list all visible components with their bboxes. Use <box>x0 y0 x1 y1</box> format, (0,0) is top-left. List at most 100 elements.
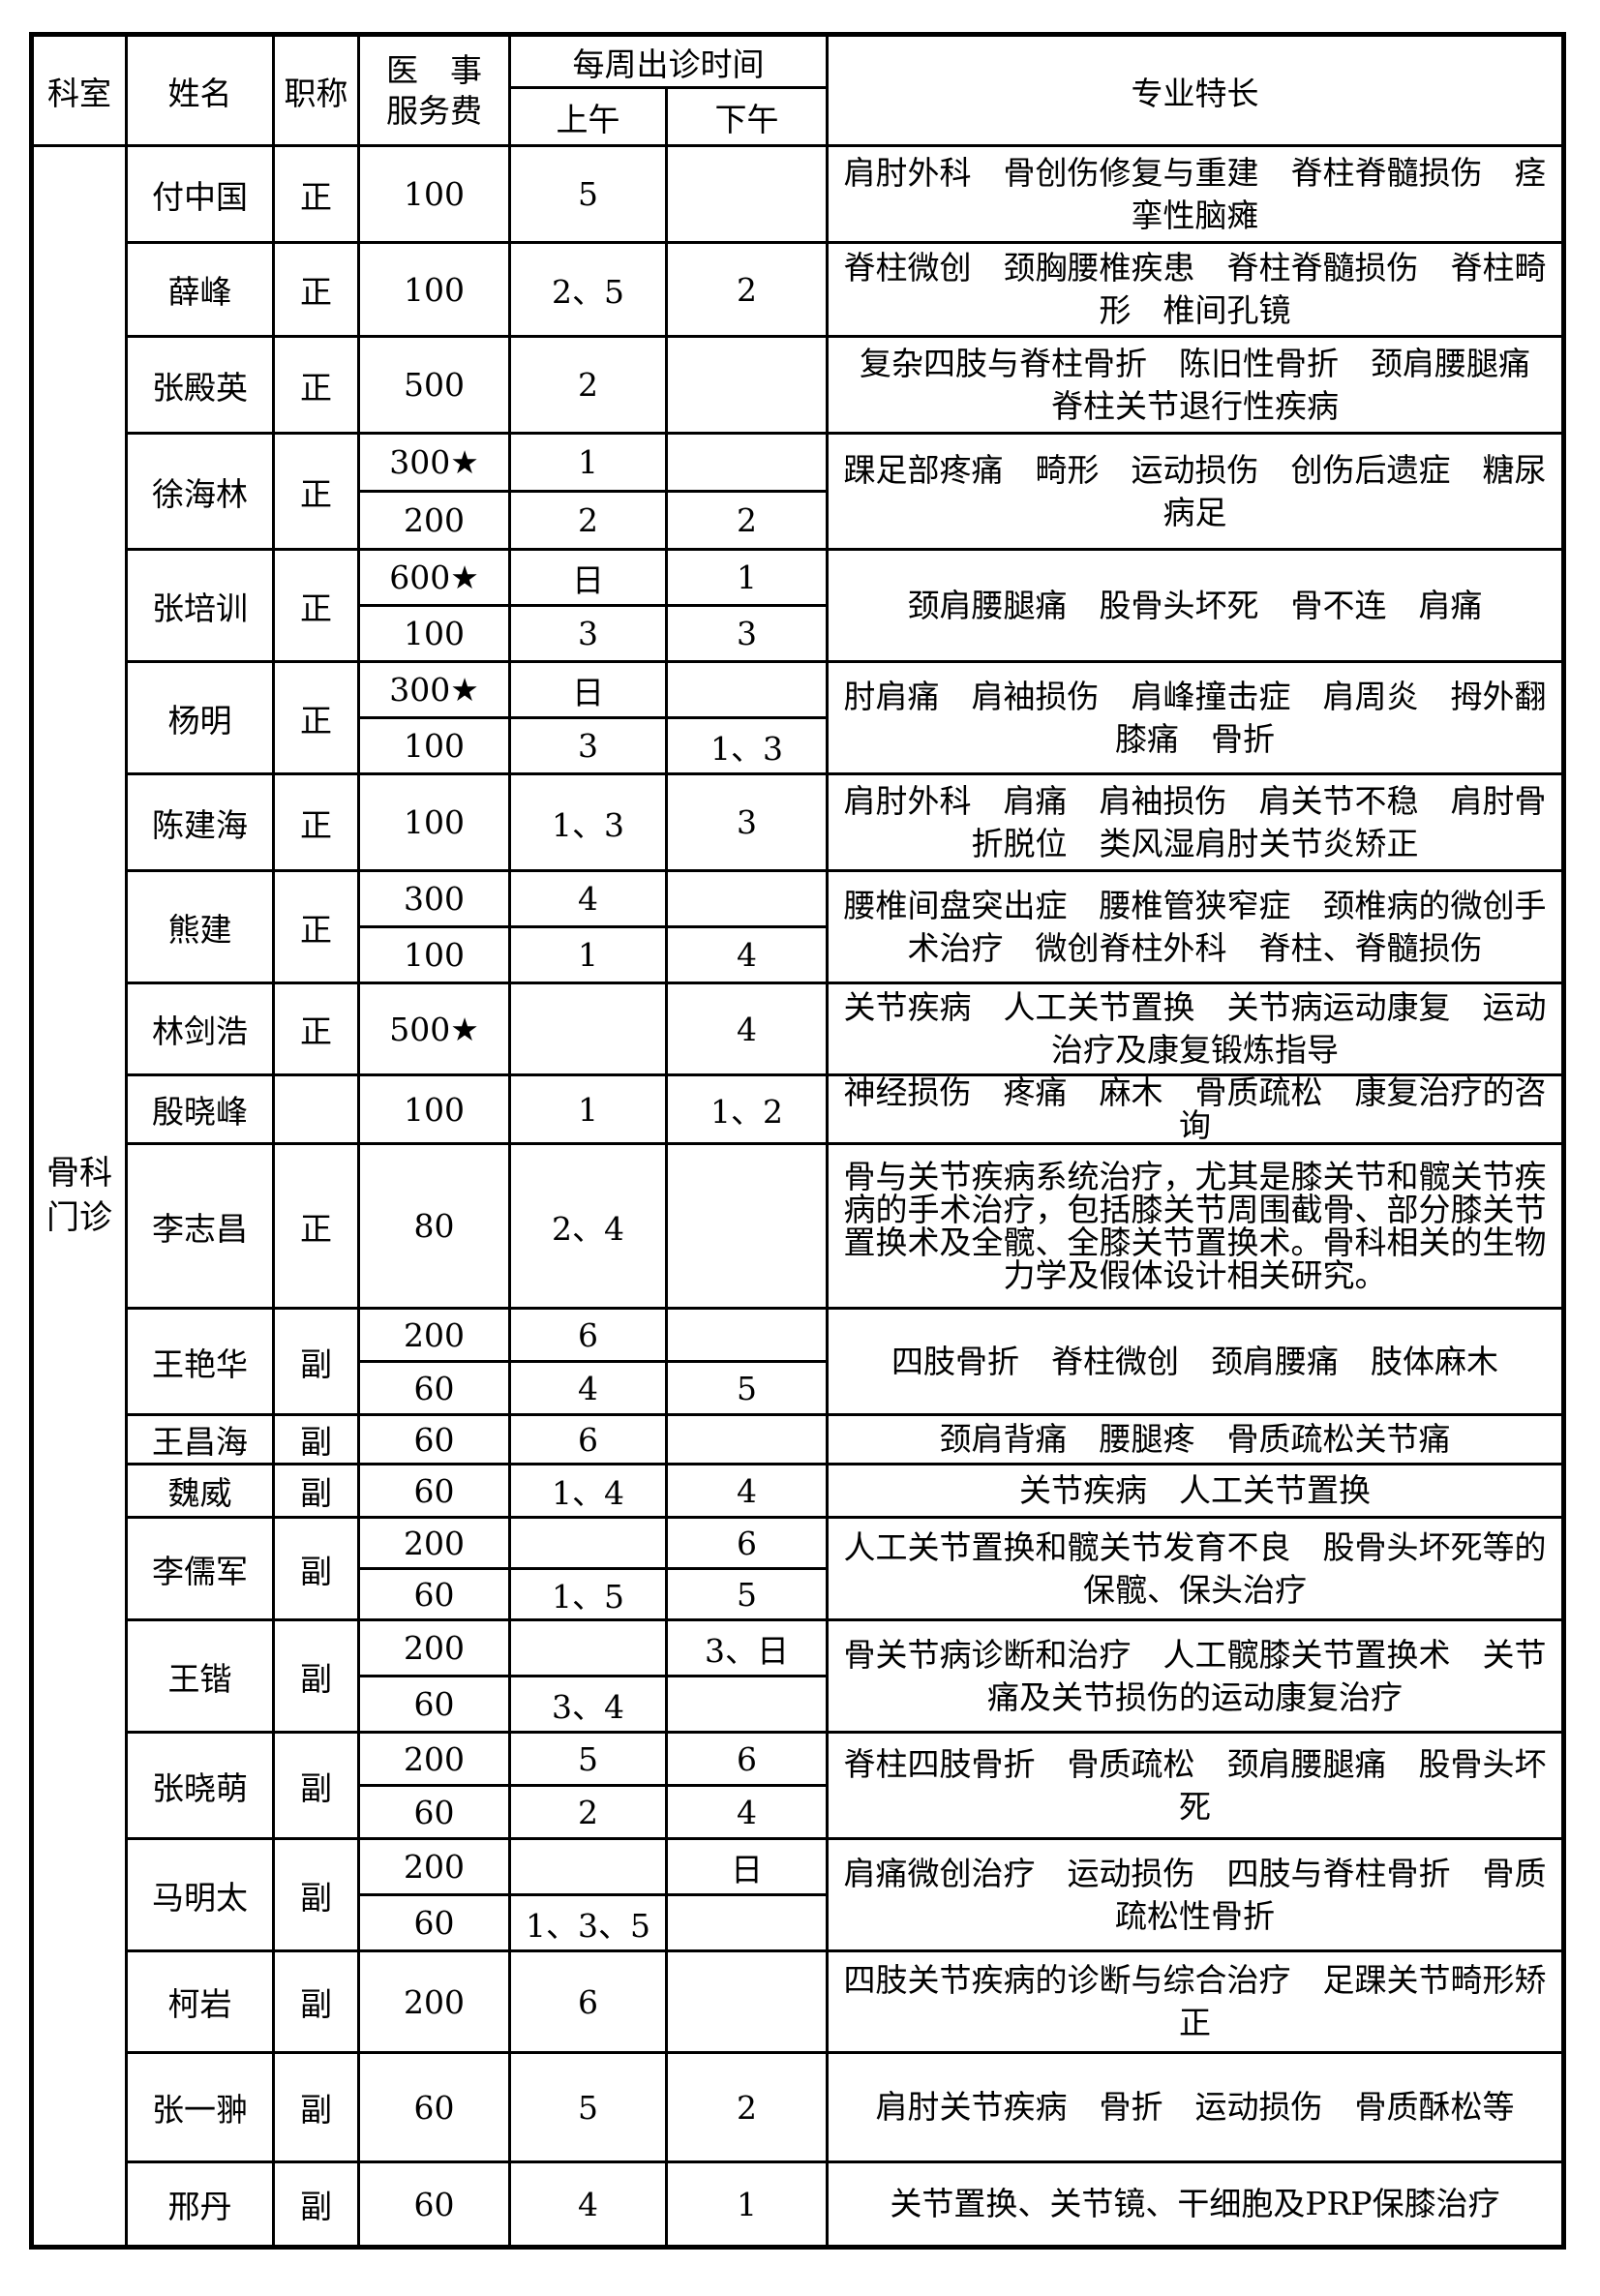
doctor-name: 张晓萌 <box>125 1731 275 1840</box>
doctor-title: 副 <box>272 1413 360 1465</box>
am-cell <box>508 1837 668 1896</box>
doctor-name: 柯岩 <box>125 1949 275 2054</box>
doctor-name: 张培训 <box>125 548 275 663</box>
pm-cell <box>665 1413 829 1465</box>
pm-cell: 3 <box>665 772 829 872</box>
pm-cell: 6 <box>665 1731 829 1787</box>
doctor-title: 正 <box>272 548 360 663</box>
header-fee-line1: 医 事 <box>386 51 482 90</box>
doctor-name: 邢丹 <box>125 2160 275 2249</box>
header-fee-line2: 服务费 <box>386 91 482 130</box>
header-schedule: 每周出诊时间 <box>508 33 829 89</box>
doctor-name: 付中国 <box>125 144 275 244</box>
pm-cell <box>665 1949 829 2054</box>
am-cell: 5 <box>508 144 668 244</box>
doctor-name: 熊建 <box>125 869 275 984</box>
fee-cell: 100 <box>357 604 511 663</box>
doctor-name: 薛峰 <box>125 241 275 338</box>
fee-cell: 100 <box>357 716 511 775</box>
am-cell: 1 <box>508 1073 668 1145</box>
doctor-title: 副 <box>272 1307 360 1416</box>
department-line1: 骨科 <box>46 1153 112 1193</box>
doctor-title: 正 <box>272 144 360 244</box>
pm-cell: 1、2 <box>665 1073 829 1145</box>
fee-cell: 200 <box>357 1307 511 1363</box>
am-cell: 2 <box>508 1784 668 1840</box>
am-cell <box>508 1516 668 1570</box>
header-dept: 科室 <box>30 33 128 147</box>
fee-cell: 300★ <box>357 660 511 719</box>
doctor-title: 正 <box>272 660 360 775</box>
fee-cell: 60 <box>357 1784 511 1840</box>
specialty-cell: 四肢关节疾病的诊断与综合治疗 足踝关节畸形矫正 <box>826 1949 1565 2054</box>
specialty-cell: 关节置换、关节镜、干细胞及PRP保膝治疗 <box>826 2160 1565 2249</box>
am-cell: 日 <box>508 660 668 719</box>
department-line2: 门诊 <box>46 1197 112 1237</box>
fee-cell: 100 <box>357 925 511 984</box>
pm-cell <box>665 1307 829 1363</box>
pm-cell: 1、3 <box>665 716 829 775</box>
fee-cell: 500★ <box>357 982 511 1076</box>
pm-cell <box>665 1675 829 1734</box>
fee-cell: 60 <box>357 1413 511 1465</box>
doctor-title: 正 <box>272 432 360 551</box>
am-cell: 3 <box>508 716 668 775</box>
doctor-title: 副 <box>272 1516 360 1621</box>
specialty-cell: 骨关节病诊断和治疗 人工髋膝关节置换术 关节痛及关节损伤的运动康复治疗 <box>826 1618 1565 1734</box>
fee-cell: 60 <box>357 2160 511 2249</box>
fee-cell: 200 <box>357 1837 511 1896</box>
doctor-name: 马明太 <box>125 1837 275 1952</box>
specialty-cell: 人工关节置换和髋关节发育不良 股骨头坏死等的保髋、保头治疗 <box>826 1516 1565 1621</box>
am-cell: 2、5 <box>508 241 668 338</box>
doctor-name: 李儒军 <box>125 1516 275 1621</box>
pm-cell: 4 <box>665 1784 829 1840</box>
fee-cell: 60 <box>357 1463 511 1519</box>
am-cell: 4 <box>508 869 668 928</box>
specialty-cell: 脊柱四肢骨折 骨质疏松 颈肩腰腿痛 股骨头坏死 <box>826 1731 1565 1840</box>
am-cell: 1、4 <box>508 1463 668 1519</box>
header-fee: 医 事 服务费 <box>357 33 511 147</box>
pm-cell: 1 <box>665 2160 829 2249</box>
doctor-title: 副 <box>272 2051 360 2163</box>
doctor-title: 正 <box>272 335 360 435</box>
specialty-cell: 神经损伤 疼痛 麻木 骨质疏松 康复治疗的咨询 <box>826 1073 1565 1145</box>
am-cell: 6 <box>508 1949 668 2054</box>
specialty-cell: 肩肘外科 肩痛 肩袖损伤 肩关节不稳 肩肘骨折脱位 类风湿肩肘关节炎矫正 <box>826 772 1565 872</box>
fee-cell: 100 <box>357 772 511 872</box>
specialty-cell: 踝足部疼痛 畸形 运动损伤 创伤后遗症 糖尿病足 <box>826 432 1565 551</box>
fee-cell: 200 <box>357 490 511 551</box>
fee-cell: 100 <box>357 241 511 338</box>
am-cell: 5 <box>508 2051 668 2163</box>
specialty-cell: 肩肘外科 骨创伤修复与重建 脊柱脊髓损伤 痉挛性脑瘫 <box>826 144 1565 244</box>
am-cell: 4 <box>508 2160 668 2249</box>
doctor-schedule-table: 科室 姓名 职称 医 事 服务费 每周出诊时间 专业特长 上午 下午 骨科 门诊… <box>29 32 1566 2250</box>
pm-cell <box>665 869 829 928</box>
fee-cell: 200 <box>357 1949 511 2054</box>
specialty-cell: 骨与关节疾病系统治疗，尤其是膝关节和髋关节疾病的手术治疗，包括膝关节周围截骨、部… <box>826 1142 1565 1310</box>
doctor-name: 魏威 <box>125 1463 275 1519</box>
fee-cell: 60 <box>357 1360 511 1416</box>
specialty-cell: 肩肘关节疾病 骨折 运动损伤 骨质酥松等 <box>826 2051 1565 2163</box>
pm-cell <box>665 144 829 244</box>
doctor-name: 张一翀 <box>125 2051 275 2163</box>
pm-cell: 3 <box>665 604 829 663</box>
pm-cell <box>665 660 829 719</box>
specialty-cell: 肘肩痛 肩袖损伤 肩峰撞击症 肩周炎 拇外翻 膝痛 骨折 <box>826 660 1565 775</box>
am-cell: 5 <box>508 1731 668 1787</box>
specialty-cell: 颈肩背痛 腰腿疼 骨质疏松关节痛 <box>826 1413 1565 1465</box>
specialty-cell: 复杂四肢与脊柱骨折 陈旧性骨折 颈肩腰腿痛 脊柱关节退行性疾病 <box>826 335 1565 435</box>
pm-cell <box>665 1893 829 1952</box>
am-cell: 1 <box>508 432 668 493</box>
pm-cell: 6 <box>665 1516 829 1570</box>
doctor-title: 副 <box>272 1949 360 2054</box>
doctor-title: 副 <box>272 1731 360 1840</box>
am-cell: 1 <box>508 925 668 984</box>
doctor-name: 王昌海 <box>125 1413 275 1465</box>
specialty-cell: 颈肩腰腿痛 股骨头坏死 骨不连 肩痛 <box>826 548 1565 663</box>
doctor-title: 正 <box>272 241 360 338</box>
am-cell: 1、3 <box>508 772 668 872</box>
doctor-title: 正 <box>272 1142 360 1310</box>
doctor-title: 副 <box>272 1837 360 1952</box>
header-morning: 上午 <box>508 86 668 147</box>
doctor-title: 副 <box>272 2160 360 2249</box>
